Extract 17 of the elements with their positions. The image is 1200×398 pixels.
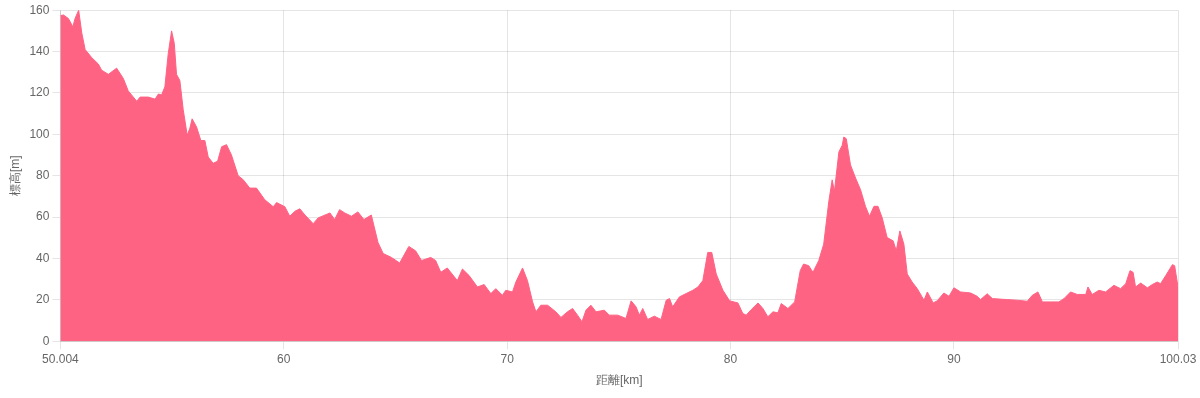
x-tick-label: 60	[277, 351, 291, 366]
x-tick-label: 100.03	[1159, 351, 1197, 366]
y-tick-label: 80	[36, 168, 50, 183]
x-tick-label: 50.004	[42, 351, 80, 366]
y-tick-label: 140	[29, 43, 50, 58]
x-axis-title: 距離[km]	[595, 373, 643, 388]
x-tick-label: 70	[500, 351, 515, 366]
y-tick-label: 20	[36, 292, 50, 307]
y-tick-label: 60	[36, 209, 50, 224]
y-tick-label: 40	[36, 250, 50, 265]
x-tick-label: 90	[947, 351, 961, 366]
y-axis-title: 標高[m]	[7, 155, 22, 197]
y-tick-label: 100	[29, 126, 50, 141]
y-tick-label: 160	[29, 2, 50, 17]
y-tick-label: 120	[29, 85, 50, 100]
x-tick-label: 80	[723, 351, 738, 366]
y-tick-label: 0	[42, 333, 50, 348]
